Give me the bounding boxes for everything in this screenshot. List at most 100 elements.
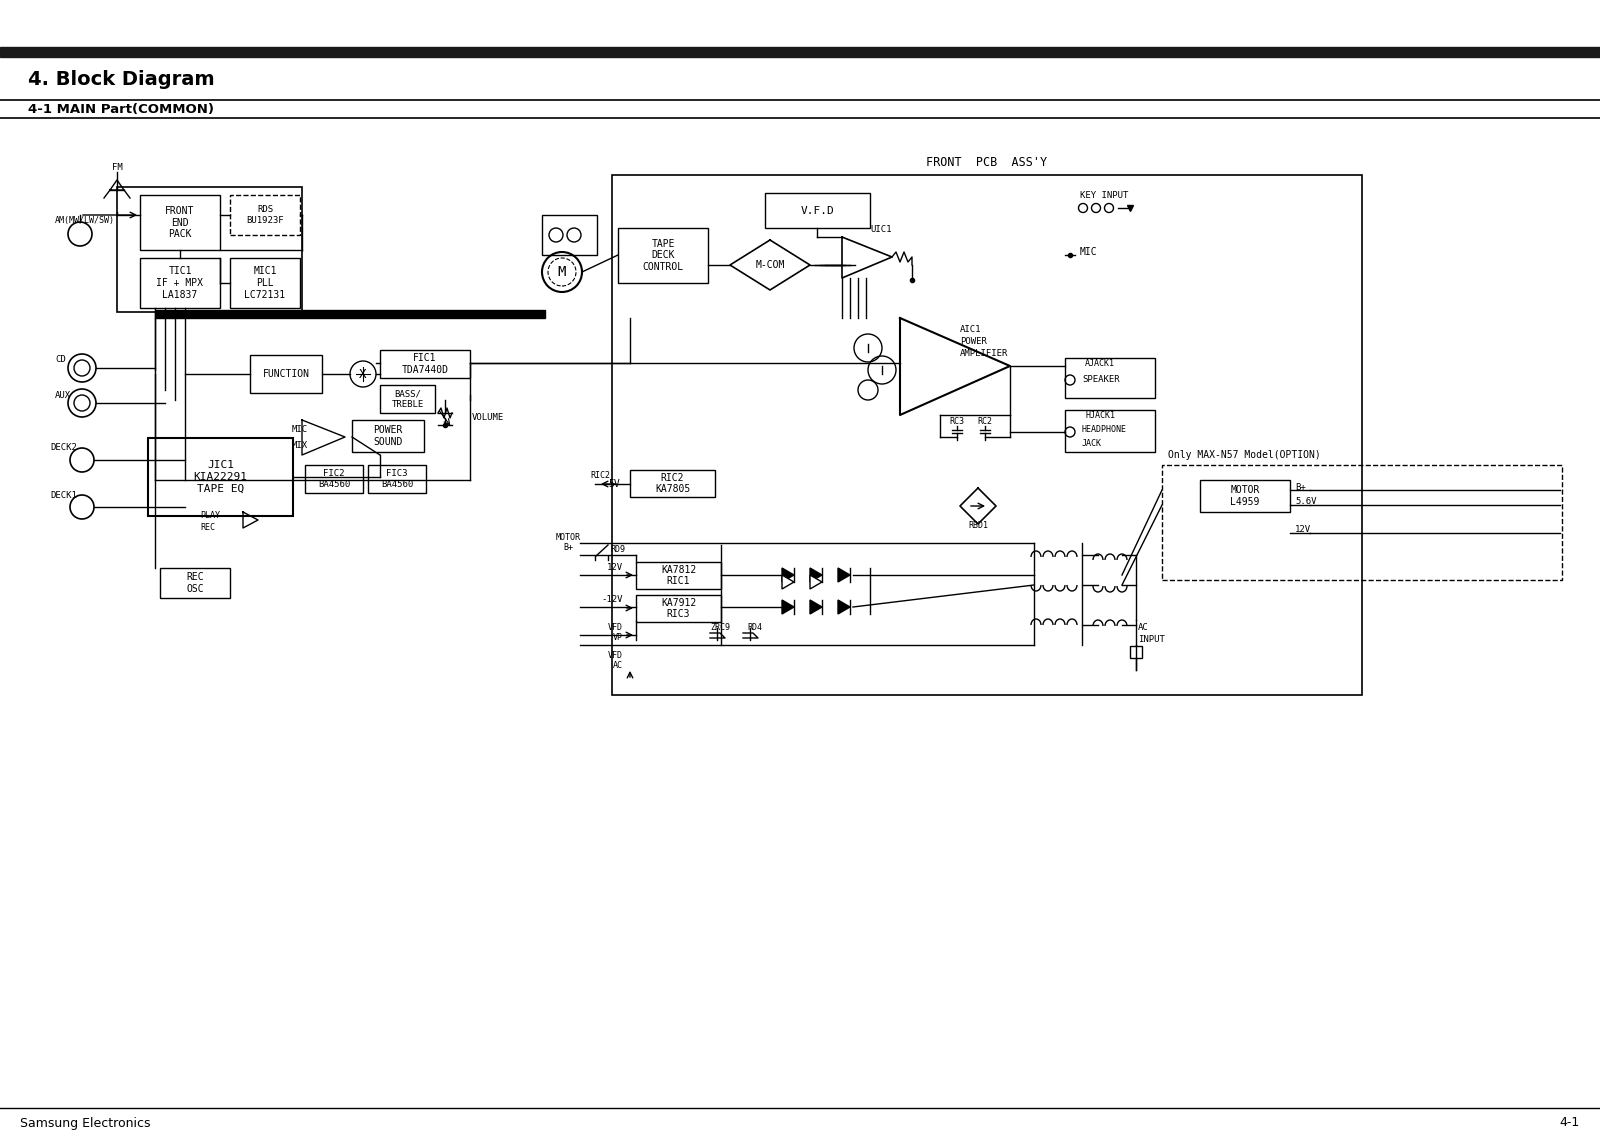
Text: B+: B+ [1294, 482, 1306, 491]
Text: POWER: POWER [960, 337, 987, 346]
Text: CD: CD [54, 355, 66, 365]
Text: JIC1
KIA22291
TAPE EQ: JIC1 KIA22291 TAPE EQ [194, 461, 248, 494]
Bar [368, 465, 426, 494]
Bar [765, 192, 870, 228]
Text: AUX: AUX [54, 391, 70, 400]
Bar [250, 355, 322, 393]
Text: AIC1: AIC1 [960, 326, 981, 334]
Text: AMPLIFIER: AMPLIFIER [960, 350, 1008, 359]
Text: X: X [360, 368, 366, 380]
Polygon shape [810, 575, 822, 589]
Text: KA7812
RIC1: KA7812 RIC1 [661, 565, 696, 586]
Text: VOLUME: VOLUME [472, 413, 504, 422]
Polygon shape [782, 575, 794, 589]
Text: MIX: MIX [291, 440, 307, 449]
Text: PLAY: PLAY [200, 512, 221, 521]
Text: FRONT  PCB  ASS'Y: FRONT PCB ASS'Y [926, 155, 1048, 169]
Bar [630, 470, 715, 497]
Polygon shape [782, 600, 794, 614]
Bar [155, 310, 546, 318]
Bar [352, 420, 424, 452]
Text: REC
OSC: REC OSC [186, 572, 203, 594]
Text: HEADPHONE: HEADPHONE [1082, 426, 1126, 435]
Text: 4. Block Diagram: 4. Block Diagram [29, 70, 214, 89]
Text: AJACK1: AJACK1 [1085, 359, 1115, 368]
Text: Samsung Electronics: Samsung Electronics [19, 1116, 150, 1130]
Text: FIC3
BA4560: FIC3 BA4560 [381, 470, 413, 489]
Text: KA7912
RIC3: KA7912 RIC3 [661, 598, 696, 619]
Text: HJACK1: HJACK1 [1085, 411, 1115, 420]
Bar [230, 258, 301, 308]
Text: BASS/
TREBLE: BASS/ TREBLE [392, 389, 424, 409]
Bar [637, 595, 722, 621]
Text: TIC1
IF + MPX
LA1837: TIC1 IF + MPX LA1837 [157, 266, 203, 300]
Text: MIC: MIC [1080, 247, 1098, 257]
Text: AC: AC [1138, 624, 1149, 633]
Text: RD4: RD4 [747, 624, 763, 633]
Bar [0, 48, 1600, 57]
Text: Only MAX-N57 Model(OPTION): Only MAX-N57 Model(OPTION) [1168, 451, 1320, 460]
Text: SPEAKER: SPEAKER [1082, 376, 1120, 385]
Text: RC2: RC2 [978, 418, 992, 427]
Text: M-COM: M-COM [755, 260, 784, 271]
Polygon shape [810, 600, 822, 614]
Bar [381, 350, 470, 378]
Polygon shape [810, 568, 822, 582]
Text: KEY INPUT: KEY INPUT [1080, 191, 1128, 200]
Text: POWER
SOUND: POWER SOUND [373, 426, 403, 447]
Bar [1200, 480, 1290, 512]
Text: RDS
BU1923F: RDS BU1923F [246, 205, 283, 224]
Bar [1162, 465, 1562, 580]
Bar [542, 215, 597, 255]
Text: JACK: JACK [1082, 438, 1102, 447]
Text: DECK1: DECK1 [50, 490, 77, 499]
Text: RIC2: RIC2 [590, 472, 610, 480]
Text: AC: AC [613, 660, 622, 669]
Bar [147, 438, 293, 516]
Text: RBD1: RBD1 [968, 522, 989, 531]
Text: 4-1 MAIN Part(COMMON): 4-1 MAIN Part(COMMON) [29, 103, 214, 115]
Text: FIC2
BA4560: FIC2 BA4560 [318, 470, 350, 489]
Text: FUNCTION: FUNCTION [262, 369, 309, 379]
Bar [117, 187, 302, 312]
Text: REC: REC [200, 523, 214, 532]
Text: VFD: VFD [608, 651, 622, 660]
Text: VFD: VFD [608, 624, 622, 633]
Bar [306, 465, 363, 494]
Text: 12V: 12V [1294, 525, 1310, 534]
Text: M: M [558, 265, 566, 278]
Bar [160, 568, 230, 598]
Text: RC3: RC3 [949, 418, 965, 427]
Text: FIC1
TDA7440D: FIC1 TDA7440D [402, 353, 448, 375]
Bar [141, 195, 221, 250]
Text: 4-1: 4-1 [1560, 1116, 1581, 1130]
Text: -12V: -12V [602, 595, 622, 604]
Text: MOTOR
L4959: MOTOR L4959 [1230, 486, 1259, 507]
Text: 12V: 12V [606, 564, 622, 573]
Text: UIC1: UIC1 [870, 225, 891, 234]
Polygon shape [838, 600, 850, 614]
Bar [381, 385, 435, 413]
Text: TAPE
DECK
CONTROL: TAPE DECK CONTROL [643, 239, 683, 272]
Text: VP: VP [613, 634, 622, 643]
Text: INPUT: INPUT [1138, 635, 1165, 644]
Polygon shape [782, 568, 794, 582]
Text: MIC: MIC [291, 426, 307, 435]
Text: FRONT
END
PACK: FRONT END PACK [165, 206, 195, 239]
Bar [618, 228, 707, 283]
Bar [1066, 410, 1155, 452]
Text: ZRC9: ZRC9 [710, 624, 730, 633]
Polygon shape [838, 568, 850, 582]
Text: MIC1
PLL
LC72131: MIC1 PLL LC72131 [245, 266, 285, 300]
Text: 5V: 5V [608, 479, 621, 489]
Bar [1130, 646, 1142, 658]
Bar [141, 258, 221, 308]
Text: RIC2
KA7805: RIC2 KA7805 [654, 473, 690, 495]
Bar [637, 561, 722, 589]
Text: AM(MW/LW/SW): AM(MW/LW/SW) [54, 215, 115, 224]
Bar [230, 195, 301, 235]
Text: B+: B+ [563, 542, 573, 551]
Text: MOTOR: MOTOR [555, 532, 581, 541]
Bar [1066, 358, 1155, 398]
Text: FM: FM [112, 163, 122, 172]
